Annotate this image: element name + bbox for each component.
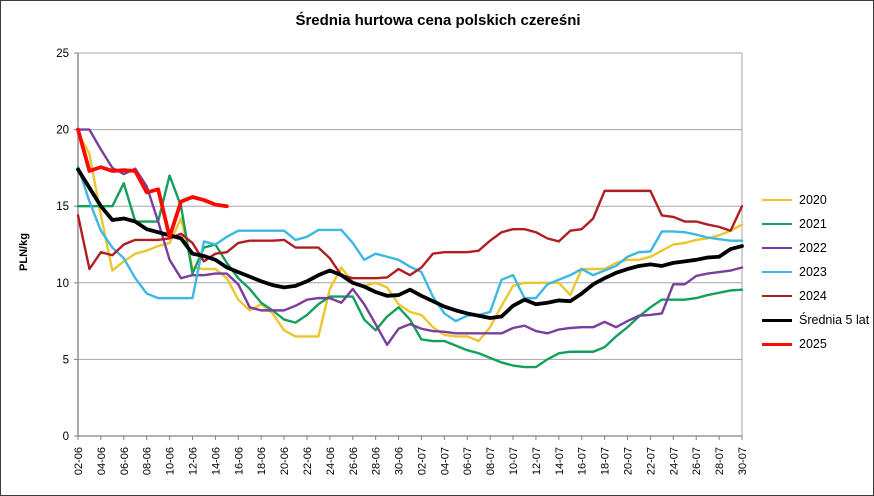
x-tick-label: 16-07 [577,447,589,475]
x-tick-label: 14-07 [554,447,566,475]
x-tick-label: 22-06 [302,447,314,475]
x-tick-label: 18-07 [600,447,612,475]
x-tick-label: 08-07 [485,447,497,475]
y-tick-label: 25 [56,48,69,60]
legend-line-swatch-icon [762,295,792,297]
legend-item-2024: 2024 [762,284,869,308]
series-line-2022 [76,128,744,347]
legend-line-swatch-icon [762,342,792,346]
y-tick-label: 0 [63,431,69,443]
legend-item-2022: 2022 [762,236,869,260]
x-tick-label: 06-07 [462,447,474,475]
x-tick-label: 28-07 [714,447,726,475]
legend-line-swatch-icon [762,223,792,225]
legend-item-średnia-5-lat: Średnia 5 lat [762,308,869,332]
x-tick-label: 24-06 [325,447,337,475]
x-tick-label: 28-06 [371,447,383,475]
legend-item-2020: 2020 [762,188,869,212]
x-tick-label: 16-06 [233,447,245,475]
legend-item-label: 2022 [799,241,827,255]
legend-line-swatch-icon [762,247,792,249]
legend-item-2021: 2021 [762,212,869,236]
legend-item-label: 2024 [799,289,827,303]
y-tick-label: 20 [56,125,69,137]
legend-line-swatch-icon [762,318,792,322]
x-tick-label: 06-06 [119,447,131,475]
x-tick-label: 20-06 [279,447,291,475]
x-tick-label: 12-06 [187,447,199,475]
x-tick-label: 24-07 [668,447,680,475]
x-tick-label: 26-07 [691,447,703,475]
y-tick-label: 5 [63,354,69,366]
series-line-2023 [76,165,744,323]
x-tick-label: 18-06 [256,447,268,475]
legend: 2020 2021 2022 2023 2024 Średnia 5 lat 2025 [762,188,869,356]
x-tick-label: 04-06 [96,447,108,475]
x-tick-label: 02-06 [73,447,85,475]
x-tick-label: 12-07 [531,447,543,475]
legend-item-label: 2023 [799,265,827,279]
x-tick-label: 10-07 [508,447,520,475]
legend-line-swatch-icon [762,199,792,201]
y-tick-label: 10 [56,278,69,290]
x-tick-label: 02-07 [416,447,428,475]
x-tick-label: 30-07 [737,447,749,475]
x-tick-label: 10-06 [165,447,177,475]
legend-item-label: Średnia 5 lat [799,313,870,327]
x-tick-label: 20-07 [623,447,635,475]
x-tick-label: 30-06 [394,447,406,475]
legend-item-label: 2025 [799,337,827,351]
x-tick-label: 08-06 [142,447,154,475]
y-tick-label: 15 [56,201,69,213]
legend-line-swatch-icon [762,271,792,273]
legend-item-label: 2021 [799,217,827,231]
x-tick-label: 04-07 [439,447,451,475]
x-tick-label: 22-07 [645,447,657,475]
chart-title: Średnia hurtowa cena polskich czereśni [295,12,581,29]
x-tick-label: 14-06 [210,447,222,475]
series-line-2024 [76,189,744,280]
x-tick-label: 26-06 [348,447,360,475]
legend-item-label: 2020 [799,193,827,207]
series-line-2025 [76,127,229,239]
legend-item-2023: 2023 [762,260,869,284]
series-line-średnia-5-lat [76,167,744,320]
legend-item-2025: 2025 [762,332,869,356]
